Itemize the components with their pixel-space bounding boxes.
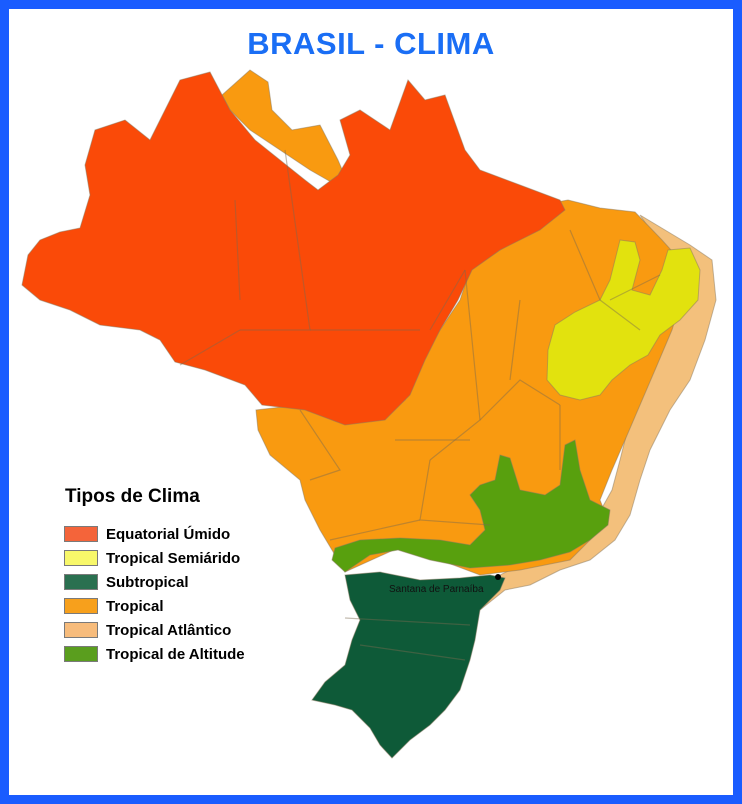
legend-swatch	[64, 574, 98, 590]
legend-item: Tropical Semiárido	[64, 546, 245, 570]
legend-label: Tropical	[106, 597, 164, 615]
legend: Tipos de Clima Equatorial Úmido Tropical…	[64, 486, 245, 666]
legend-item: Tropical	[64, 594, 245, 618]
legend-swatch	[64, 526, 98, 542]
city-label: Santana de Parnaíba	[389, 584, 484, 595]
legend-item: Tropical Atlântico	[64, 618, 245, 642]
legend-swatch	[64, 646, 98, 662]
legend-swatch	[64, 622, 98, 638]
legend-label: Tropical de Altitude	[106, 645, 245, 663]
legend-label: Equatorial Úmido	[106, 525, 231, 543]
legend-swatch	[64, 598, 98, 614]
map-title: BRASIL - CLIMA	[247, 26, 495, 61]
region-equatorial	[21, 71, 566, 426]
legend-item: Subtropical	[64, 570, 245, 594]
legend-title: Tipos de Clima	[65, 486, 200, 507]
legend-item: Tropical de Altitude	[64, 642, 245, 666]
legend-item: Equatorial Úmido	[64, 522, 245, 546]
region-altitude	[331, 439, 611, 573]
region-subtropical	[311, 571, 506, 759]
legend-label: Subtropical	[106, 573, 189, 591]
legend-label: Tropical Semiárido	[106, 549, 241, 567]
state-borders	[179, 149, 661, 661]
legend-swatch	[64, 550, 98, 566]
city-marker	[495, 574, 501, 580]
region-semiarido	[546, 239, 701, 401]
legend-label: Tropical Atlântico	[106, 621, 232, 639]
